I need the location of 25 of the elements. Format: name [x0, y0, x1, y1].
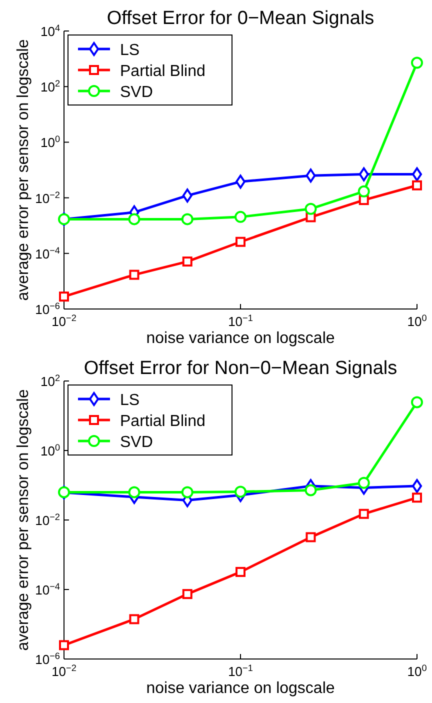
y-tick-label: 10$^{2}$ — [40, 373, 60, 389]
y-tick-label: 10$^{−2}$ — [35, 512, 60, 528]
chart-title: Offset Error for 0−Mean Signals — [106, 8, 374, 29]
y-tick-label: 10$^{−4}$ — [35, 245, 60, 262]
y-tick-label: 10$^{−2}$ — [35, 190, 60, 206]
y-tick-label: 10$^{0}$ — [40, 442, 60, 458]
y-axis-title: average error per sensor on logscale — [15, 39, 32, 301]
legend-label: SVD — [120, 84, 153, 101]
y-tick-label: 10$^{−4}$ — [35, 582, 60, 598]
legend-label: Partial Blind — [120, 63, 206, 80]
y-tick-label: 10$^{2}$ — [40, 78, 60, 95]
x-axis-title: noise variance on logscale — [146, 680, 335, 697]
y-tick-label: 10$^{0}$ — [40, 134, 60, 150]
chart-title: Offset Error for Non−0−Mean Signals — [84, 358, 398, 379]
legend-label: LS — [120, 392, 140, 409]
legend-label: SVD — [120, 434, 153, 451]
y-axis-title: average error per sensor on logscale — [15, 389, 32, 651]
x-tick-label: 10$^{0}$ — [407, 663, 427, 679]
x-tick-label: 10$^{−1}$ — [228, 663, 253, 679]
legend-label: LS — [120, 42, 140, 59]
y-tick-label: 10$^{4}$ — [40, 23, 60, 39]
x-tick-label: 10$^{0}$ — [407, 313, 427, 329]
x-axis-title: noise variance on logscale — [146, 330, 335, 347]
x-tick-label: 10$^{−1}$ — [228, 313, 253, 329]
legend-label: Partial Blind — [120, 413, 206, 430]
